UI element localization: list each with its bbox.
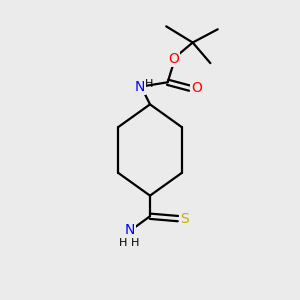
Text: S: S [180, 212, 189, 226]
Text: H: H [119, 238, 128, 248]
Text: N: N [135, 80, 145, 94]
Text: O: O [168, 52, 179, 66]
Text: O: O [191, 81, 202, 95]
Text: H: H [131, 238, 140, 248]
Text: H: H [145, 79, 154, 89]
Text: N: N [124, 224, 135, 237]
